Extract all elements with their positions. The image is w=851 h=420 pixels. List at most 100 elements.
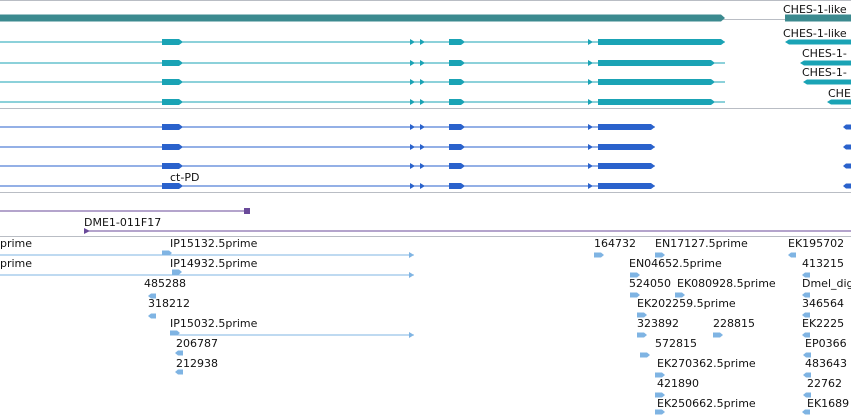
- est-feature[interactable]: [170, 330, 180, 336]
- est-feature[interactable]: [148, 293, 156, 299]
- exon-block[interactable]: [598, 79, 715, 85]
- est-feature[interactable]: [802, 332, 810, 338]
- est-label: 228815: [713, 317, 755, 330]
- arrow-right-icon: [588, 183, 593, 189]
- arrow-right-icon: [410, 183, 415, 189]
- arrow-right-icon: [84, 228, 90, 234]
- exon-block[interactable]: [449, 79, 465, 85]
- exon-block[interactable]: [598, 99, 715, 105]
- exon-block[interactable]: [162, 163, 183, 169]
- est-feature[interactable]: [802, 272, 810, 278]
- arrow-right-icon: [588, 163, 593, 169]
- arrow-right-icon: [420, 144, 425, 150]
- est-feature[interactable]: [148, 313, 156, 319]
- est-feature[interactable]: [802, 409, 810, 415]
- est-feature[interactable]: [162, 250, 172, 256]
- exon-block[interactable]: [162, 144, 183, 150]
- exon-block[interactable]: [449, 124, 465, 130]
- est-feature[interactable]: [630, 292, 640, 298]
- exon-block[interactable]: [598, 60, 715, 66]
- exon-block[interactable]: [449, 144, 465, 150]
- est-feature[interactable]: [802, 292, 810, 298]
- arrow-right-icon: [410, 39, 415, 45]
- est-feature[interactable]: [637, 312, 647, 318]
- est-feature[interactable]: [713, 332, 723, 338]
- est-feature[interactable]: [803, 392, 811, 398]
- exon-block[interactable]: [449, 39, 465, 45]
- exon-block[interactable]: [598, 183, 655, 189]
- arrow-right-icon: [588, 144, 593, 150]
- est-label: 206787: [176, 337, 218, 350]
- exon-block[interactable]: [803, 79, 851, 85]
- est-label: 572815: [655, 337, 697, 350]
- exon-block[interactable]: [162, 124, 183, 130]
- arrow-right-icon: [409, 332, 414, 338]
- est-feature[interactable]: [802, 312, 810, 318]
- arrow-right-icon: [588, 99, 593, 105]
- est-feature[interactable]: [843, 183, 851, 189]
- exon-block[interactable]: [162, 183, 183, 189]
- exon-block[interactable]: [598, 144, 655, 150]
- exon-block[interactable]: [598, 163, 655, 169]
- est-feature[interactable]: [843, 163, 851, 169]
- arrow-right-icon: [588, 39, 593, 45]
- est-feature[interactable]: [175, 369, 183, 375]
- arrow-right-icon: [420, 183, 425, 189]
- est-label: EP0366: [805, 337, 847, 350]
- exon-block[interactable]: [449, 99, 465, 105]
- est-label: 164732: [594, 237, 636, 250]
- exon-block[interactable]: [449, 183, 465, 189]
- est-label: prime: [0, 237, 32, 250]
- arrow-right-icon: [420, 39, 425, 45]
- est-feature[interactable]: [594, 252, 604, 258]
- est-feature[interactable]: [655, 372, 665, 378]
- est-feature[interactable]: [655, 409, 665, 415]
- est-feature[interactable]: [655, 252, 665, 258]
- transposon-block[interactable]: [244, 208, 250, 214]
- exon-block[interactable]: [785, 14, 851, 22]
- arrow-right-icon: [409, 252, 414, 258]
- est-feature[interactable]: [175, 350, 183, 356]
- est-label: EK080928.5prime: [677, 277, 776, 290]
- est-label: prime: [0, 257, 32, 270]
- est-label: Dmel_dig: [802, 277, 851, 290]
- transposon-label: DME1-011F17: [84, 216, 161, 229]
- exon-block[interactable]: [598, 124, 655, 130]
- arrow-right-icon: [410, 124, 415, 130]
- est-label: 318212: [148, 297, 190, 310]
- est-feature[interactable]: [640, 352, 650, 358]
- est-label: IP14932.5prime: [170, 257, 258, 270]
- arrow-right-icon: [410, 60, 415, 66]
- exon-block[interactable]: [785, 39, 851, 45]
- exon-block[interactable]: [598, 39, 725, 45]
- est-label: IP15132.5prime: [170, 237, 258, 250]
- exon-block[interactable]: [800, 60, 851, 66]
- est-label: EN04652.5prime: [629, 257, 722, 270]
- arrow-right-icon: [420, 60, 425, 66]
- est-label: IP15032.5prime: [170, 317, 258, 330]
- arrow-right-icon: [420, 79, 425, 85]
- arrow-right-icon: [420, 99, 425, 105]
- est-feature[interactable]: [655, 392, 665, 398]
- est-feature[interactable]: [637, 332, 647, 338]
- exon-block[interactable]: [449, 163, 465, 169]
- arrow-right-icon: [410, 99, 415, 105]
- exon-block[interactable]: [449, 60, 465, 66]
- exon-block[interactable]: [162, 39, 183, 45]
- exon-block[interactable]: [827, 99, 851, 105]
- exon-block[interactable]: [162, 99, 183, 105]
- est-feature[interactable]: [172, 269, 182, 275]
- est-feature[interactable]: [843, 124, 851, 130]
- est-feature[interactable]: [675, 292, 685, 298]
- est-label: 485288: [144, 277, 186, 290]
- est-feature[interactable]: [803, 372, 811, 378]
- exon-block[interactable]: [162, 79, 183, 85]
- est-feature[interactable]: [843, 144, 851, 150]
- exon-block[interactable]: [0, 14, 725, 22]
- est-label: EN17127.5prime: [655, 237, 748, 250]
- est-feature[interactable]: [630, 272, 640, 278]
- est-feature[interactable]: [788, 252, 796, 258]
- est-feature[interactable]: [803, 352, 811, 358]
- est-label: EK195702: [788, 237, 844, 250]
- exon-block[interactable]: [162, 60, 183, 66]
